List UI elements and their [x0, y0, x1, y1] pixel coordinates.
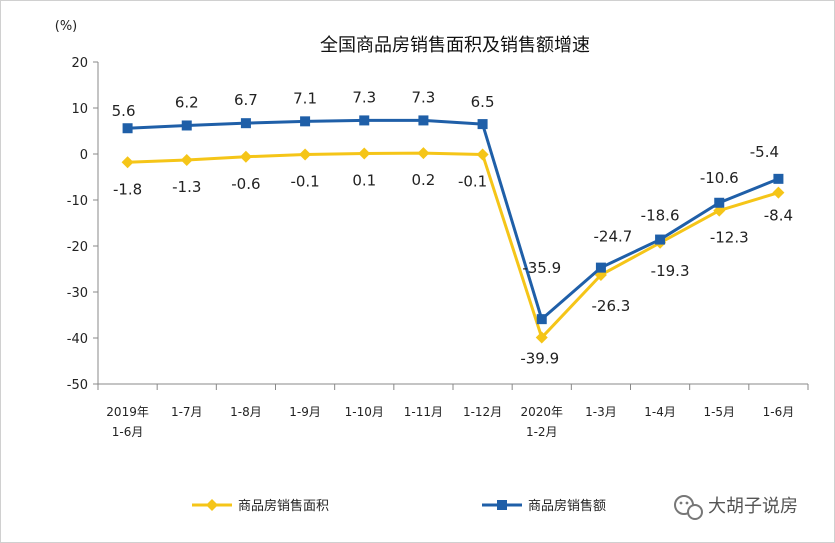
x-tick-label: 1-7月: [171, 405, 203, 419]
x-tick-label: 1-6月: [763, 405, 795, 419]
data-label: -18.6: [641, 207, 680, 225]
y-tick-label: -20: [67, 240, 88, 255]
axes: 20 10 0 -10 -20 -30 -40 -50 2019年 1-6月 1-7月 1-8月 1-9…: [67, 56, 809, 439]
data-point-diamond: [417, 147, 430, 160]
data-point-square: [536, 314, 547, 325]
data-point-diamond: [299, 148, 312, 161]
data-label: -10.6: [700, 169, 739, 187]
watermark: 大胡子说房: [674, 495, 798, 520]
x-tick-label: 1-12月: [463, 405, 502, 419]
data-label: 7.1: [293, 89, 317, 107]
data-label: -35.9: [522, 259, 561, 277]
data-label: -0.1: [290, 172, 319, 190]
data-point-square: [595, 262, 606, 273]
y-tick-label: 20: [71, 56, 88, 71]
watermark-text: 大胡子说房: [708, 496, 798, 517]
data-point-square: [477, 119, 488, 130]
x-tick-label: 2020年: [520, 405, 563, 419]
data-point-square: [714, 197, 725, 208]
data-label: 5.6: [112, 102, 136, 120]
legend-label-area: 商品房销售面积: [238, 498, 329, 514]
data-label: 7.3: [411, 88, 435, 106]
data-label: -12.3: [710, 229, 749, 247]
data-label: -26.3: [592, 297, 631, 315]
legend: 商品房销售面积 商品房销售额: [192, 498, 606, 514]
legend-marker-sales: [497, 500, 507, 510]
data-label: 6.7: [234, 91, 258, 109]
data-point-diamond: [476, 148, 489, 161]
data-point-square: [181, 120, 192, 131]
data-label: 6.5: [471, 93, 495, 111]
x-tick-label: 1-10月: [345, 405, 384, 419]
data-point-diamond: [772, 186, 785, 199]
data-label: 0.2: [411, 171, 435, 189]
data-point-diamond: [358, 147, 371, 160]
data-label: -0.1: [458, 172, 487, 190]
data-label: -0.6: [231, 175, 260, 193]
x-tick-label: 1-4月: [644, 405, 676, 419]
x-tick-label: 1-9月: [289, 405, 321, 419]
y-tick-label: -40: [67, 332, 88, 347]
data-labels: -1.8 -1.3 -0.6 -0.1 0.1 0.2 -0.1 -39.9 -26.3 -19.…: [112, 88, 793, 367]
data-point-diamond: [121, 156, 134, 169]
legend-marker-area: [206, 499, 218, 511]
data-label: -5.4: [750, 143, 779, 161]
y-tick-label: -50: [67, 378, 88, 393]
y-tick-label: -10: [67, 194, 88, 209]
chart-title: 全国商品房销售面积及销售额增速: [320, 35, 590, 56]
x-tick-label: 1-8月: [230, 405, 262, 419]
x-tick-label: 1-5月: [703, 405, 735, 419]
y-tick-label: -30: [67, 286, 88, 301]
data-point-square: [655, 234, 666, 245]
data-point-diamond: [180, 153, 193, 166]
data-label: 0.1: [352, 172, 376, 190]
data-label: 6.2: [175, 93, 199, 111]
data-label: -1.3: [172, 178, 201, 196]
x-tick-label: 2019年: [106, 405, 149, 419]
x-tick-label: 1-3月: [585, 405, 617, 419]
y-tick-label: 10: [71, 102, 88, 117]
data-label: 7.3: [352, 88, 376, 106]
data-point-square: [359, 115, 370, 126]
x-tick-label: 1-6月: [112, 425, 144, 439]
data-label: -24.7: [594, 228, 633, 246]
y-tick-label: 0: [80, 148, 88, 163]
series-line-1: [127, 118, 779, 321]
data-point-square: [418, 115, 429, 126]
data-label: -19.3: [651, 262, 690, 280]
legend-label-sales: 商品房销售额: [528, 498, 606, 514]
data-point-square: [122, 123, 133, 134]
data-label: -1.8: [113, 180, 142, 198]
legend-item-sales: 商品房销售额: [482, 498, 606, 514]
series-layer: [121, 115, 785, 344]
wechat-icon: [674, 495, 703, 520]
data-point-diamond: [239, 150, 252, 163]
x-tick-label: 1-11月: [404, 405, 443, 419]
y-axis-unit-label: (%): [55, 19, 78, 34]
data-point-diamond: [535, 331, 548, 344]
legend-item-area: 商品房销售面积: [192, 498, 329, 514]
data-point-square: [300, 116, 311, 127]
series-line-0: [127, 151, 779, 340]
x-tick-label: 1-2月: [526, 425, 558, 439]
data-label: -39.9: [520, 350, 559, 368]
data-point-square: [240, 118, 251, 129]
data-point-square: [773, 173, 784, 184]
data-label: -8.4: [764, 207, 793, 225]
